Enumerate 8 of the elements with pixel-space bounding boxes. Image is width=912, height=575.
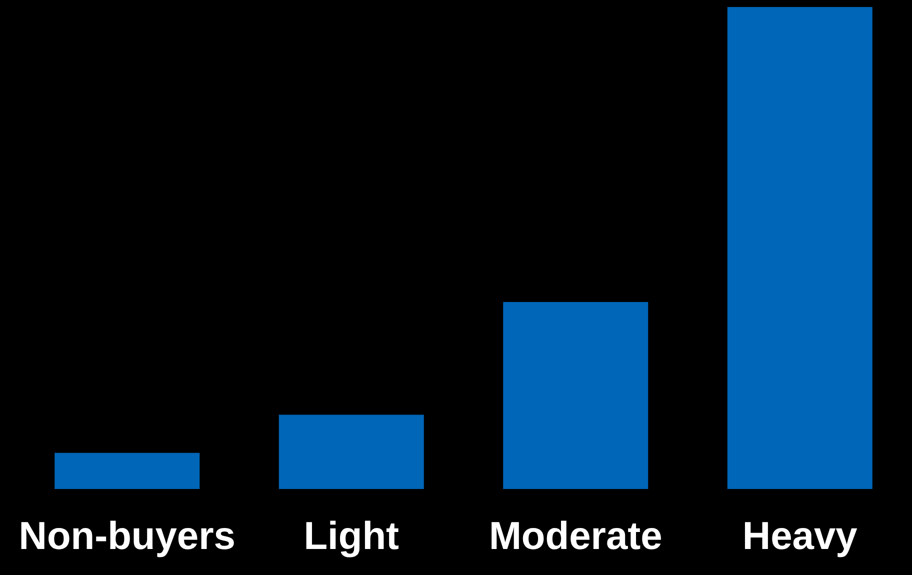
bar (54, 452, 200, 489)
x-tick-label: Moderate (488, 515, 662, 558)
x-tick-label: Non-buyers (18, 515, 236, 558)
x-tick-label: Heavy (742, 515, 858, 558)
bar (278, 414, 424, 489)
bar (727, 7, 872, 489)
x-tick-label: Light (304, 515, 400, 558)
bar (503, 302, 648, 489)
